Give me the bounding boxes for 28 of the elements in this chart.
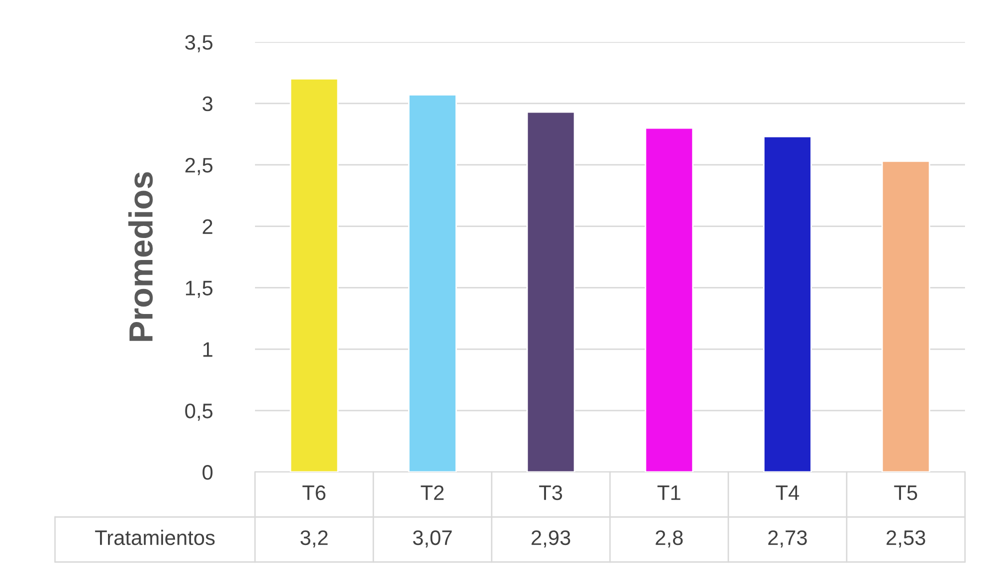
y-tick-label: 3 (202, 96, 212, 112)
bar (881, 160, 930, 472)
bar (408, 94, 457, 472)
x-tick-label: T4 (776, 486, 800, 500)
y-tick-label: 2,5 (185, 158, 212, 176)
bar (526, 111, 576, 472)
data-label: 2,53 (886, 530, 926, 548)
y-tick-label: 3,5 (185, 35, 212, 52)
y-tick-label: 0 (202, 465, 213, 480)
data-label: 2,8 (656, 530, 683, 548)
x-tick-label: T5 (894, 486, 918, 500)
y-axis-title: Promedios (128, 172, 153, 341)
data-label: 2,93 (532, 530, 570, 548)
y-tick-label: 2 (202, 219, 212, 234)
x-tick-label: T1 (657, 486, 680, 500)
x-tick-label: T6 (302, 485, 326, 500)
y-tick-label: 0,5 (185, 404, 212, 421)
y-tick-label: 1 (203, 342, 212, 357)
data-label: 2,73 (768, 530, 807, 548)
x-axis-title: Tratamientos (95, 530, 215, 546)
y-tick-label: 1,5 (186, 280, 212, 298)
data-label: 3,07 (413, 530, 452, 548)
data-label: 3,2 (300, 530, 328, 548)
x-tick-label: T2 (420, 485, 444, 500)
bar (290, 78, 339, 472)
x-tick-label: T3 (539, 485, 562, 500)
bar (763, 136, 812, 472)
bar (644, 127, 694, 472)
